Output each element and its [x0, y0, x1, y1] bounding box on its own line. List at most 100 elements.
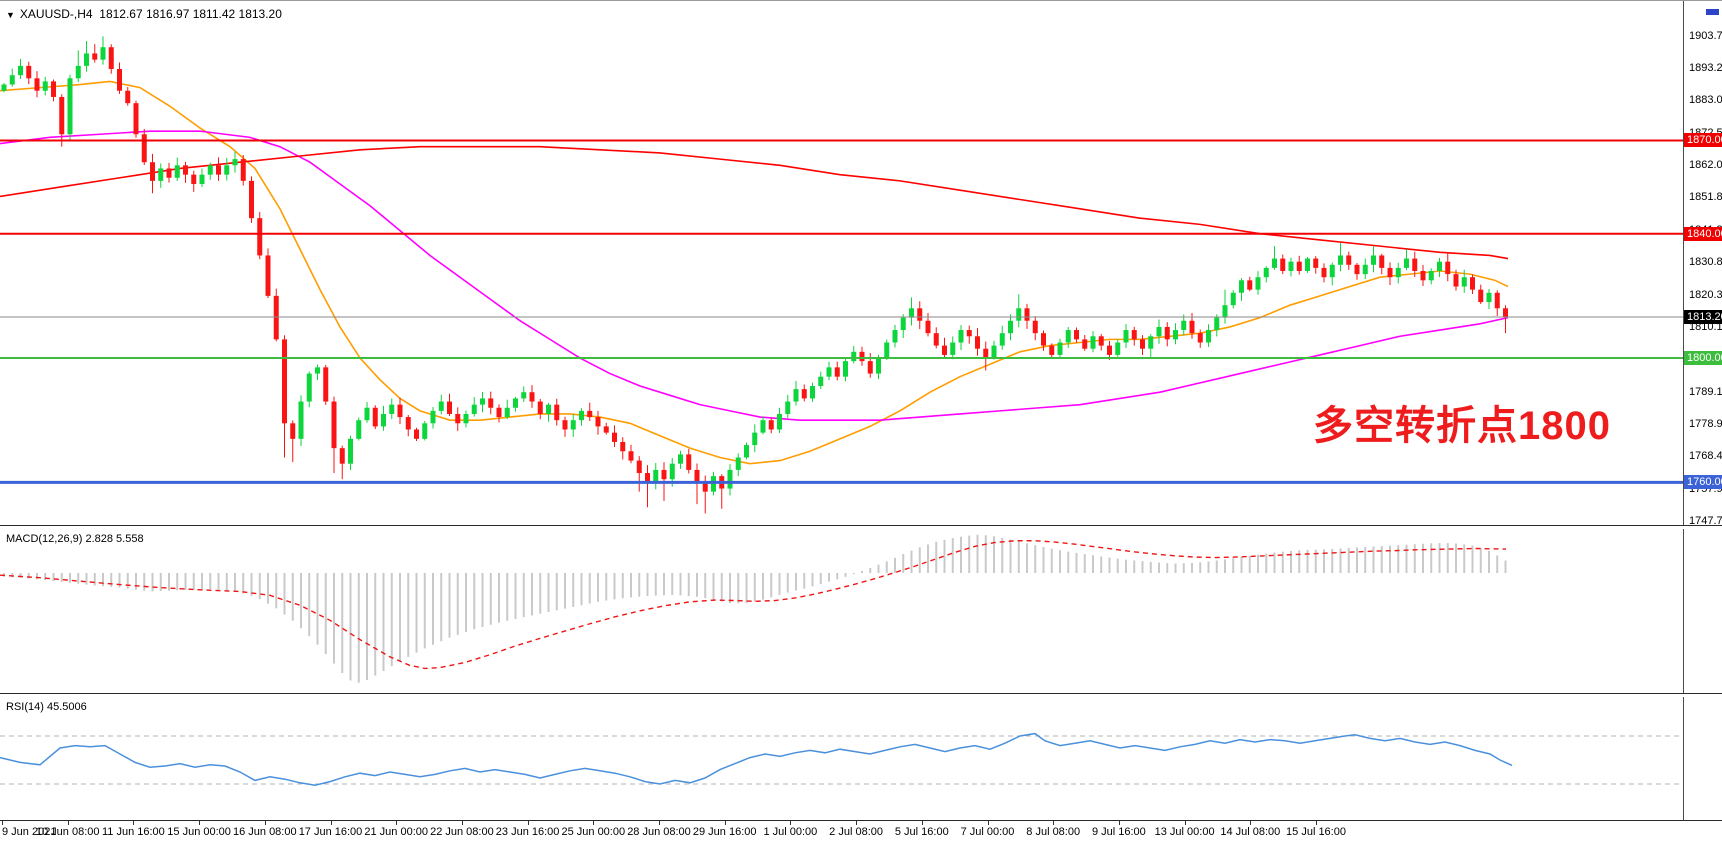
candle-body — [496, 407, 502, 418]
candle-body — [18, 65, 23, 76]
candle-body — [1404, 258, 1409, 268]
candle-body — [612, 432, 617, 442]
candle-body — [166, 168, 172, 178]
candle-body — [777, 413, 782, 430]
price-axis-label: 1893.20 — [1689, 62, 1722, 75]
candle-body — [1305, 258, 1310, 272]
candle-body — [1503, 308, 1508, 317]
price-axis-label: 1778.90 — [1689, 417, 1722, 430]
candle-body — [1338, 255, 1343, 265]
time-axis-label: 25 Jun 00:00 — [561, 826, 626, 838]
candle-body — [51, 81, 56, 97]
price-axis-label: 1883.00 — [1689, 94, 1722, 107]
candle-body — [1222, 305, 1228, 318]
candle-body — [430, 410, 436, 424]
candle-body — [1123, 330, 1129, 343]
price-axis-label: 1862.00 — [1689, 159, 1722, 172]
macd-chart[interactable] — [0, 529, 1683, 693]
time-axis-label: 2 Jul 08:00 — [829, 826, 884, 838]
candle-body — [67, 78, 73, 135]
candle-body — [529, 392, 535, 402]
chart-shift-marker[interactable] — [1706, 9, 1719, 15]
candle-body — [282, 339, 287, 424]
candle-body — [34, 78, 40, 91]
candle-body — [100, 47, 106, 60]
candle-body — [876, 358, 881, 374]
macd-panel: MACD(12,26,9) 2.828 5.558 8.9560.00-26.7… — [0, 529, 1722, 693]
candle-body — [991, 345, 997, 359]
candle-body — [1239, 280, 1244, 293]
candle-body — [917, 308, 923, 321]
candle-body — [1453, 274, 1459, 287]
price-axis-label: 1830.80 — [1689, 256, 1722, 269]
candle-body — [1189, 320, 1195, 334]
candle-body — [694, 469, 700, 483]
time-tick — [856, 821, 858, 825]
candle-body — [669, 463, 675, 480]
candle-body — [1321, 267, 1327, 278]
candle-body — [653, 469, 659, 483]
candle-body — [150, 162, 155, 181]
candlestick-chart[interactable] — [0, 1, 1683, 525]
time-axis-label: 5 Jul 16:00 — [894, 826, 949, 838]
candle-body — [1354, 264, 1360, 275]
candle-body — [1032, 320, 1038, 334]
candle-body — [909, 308, 914, 318]
candle-body — [257, 218, 263, 256]
candle-body — [133, 103, 139, 135]
candle-body — [191, 174, 197, 184]
candle-body — [1, 84, 7, 91]
candle-body — [480, 398, 485, 405]
candle-body — [603, 426, 609, 433]
candle-body — [513, 398, 518, 408]
time-axis-label: 16 Jun 08:00 — [232, 826, 297, 838]
rsi-line — [0, 732, 1513, 786]
candle-body — [1041, 333, 1046, 346]
candle-body — [1296, 261, 1302, 272]
candle-body — [1280, 258, 1286, 272]
candle-body — [711, 476, 716, 492]
chevron-down-icon[interactable]: ▼ — [6, 10, 15, 20]
candle-body — [1206, 330, 1211, 343]
candle-body — [339, 448, 345, 464]
candle-body — [793, 389, 799, 402]
candle-body — [108, 47, 114, 69]
candle-body — [504, 407, 510, 418]
candle-body — [892, 330, 898, 343]
time-tick — [593, 821, 595, 825]
candle-body — [900, 317, 906, 331]
time-tick — [1250, 821, 1252, 825]
time-axis-label: 29 Jun 16:00 — [692, 826, 757, 838]
candle-body — [1263, 267, 1269, 278]
time-axis-label: 22 Jun 08:00 — [430, 826, 494, 838]
candle-body — [1486, 292, 1492, 303]
candle-body — [859, 351, 865, 362]
ohlc-values: 1812.67 1816.97 1811.42 1813.20 — [99, 7, 282, 21]
candle-body — [422, 423, 428, 439]
candle-body — [455, 413, 461, 424]
candle-body — [810, 385, 815, 399]
symbol-header: ▼ XAUUSD-,H4 1812.67 1816.97 1811.42 1813… — [6, 7, 282, 21]
candle-body — [1461, 277, 1467, 287]
candle-body — [579, 410, 584, 421]
candle-body — [59, 96, 65, 135]
rsi-chart[interactable] — [0, 697, 1683, 820]
candle-body — [1437, 261, 1442, 272]
candle-body — [546, 404, 551, 414]
time-axis[interactable]: 9 Jun 2021 10 Jun 08:00 11 Jun 16:00 15 Jun… — [0, 821, 1722, 844]
candle-body — [760, 420, 766, 433]
time-tick — [1053, 821, 1055, 825]
time-tick — [1316, 821, 1317, 825]
time-axis-label: 8 Jul 08:00 — [1026, 826, 1081, 838]
time-axis-label: 23 Jun 16:00 — [495, 826, 560, 838]
candle-body — [158, 168, 164, 181]
candle-body — [323, 367, 329, 402]
candle-body — [1371, 255, 1376, 265]
candle-body — [1074, 330, 1079, 340]
candle-body — [331, 401, 337, 449]
candle-body — [447, 401, 452, 414]
candle-body — [75, 65, 81, 79]
candle-body — [92, 53, 98, 60]
candle-body — [537, 401, 543, 414]
candle-body — [389, 404, 395, 414]
